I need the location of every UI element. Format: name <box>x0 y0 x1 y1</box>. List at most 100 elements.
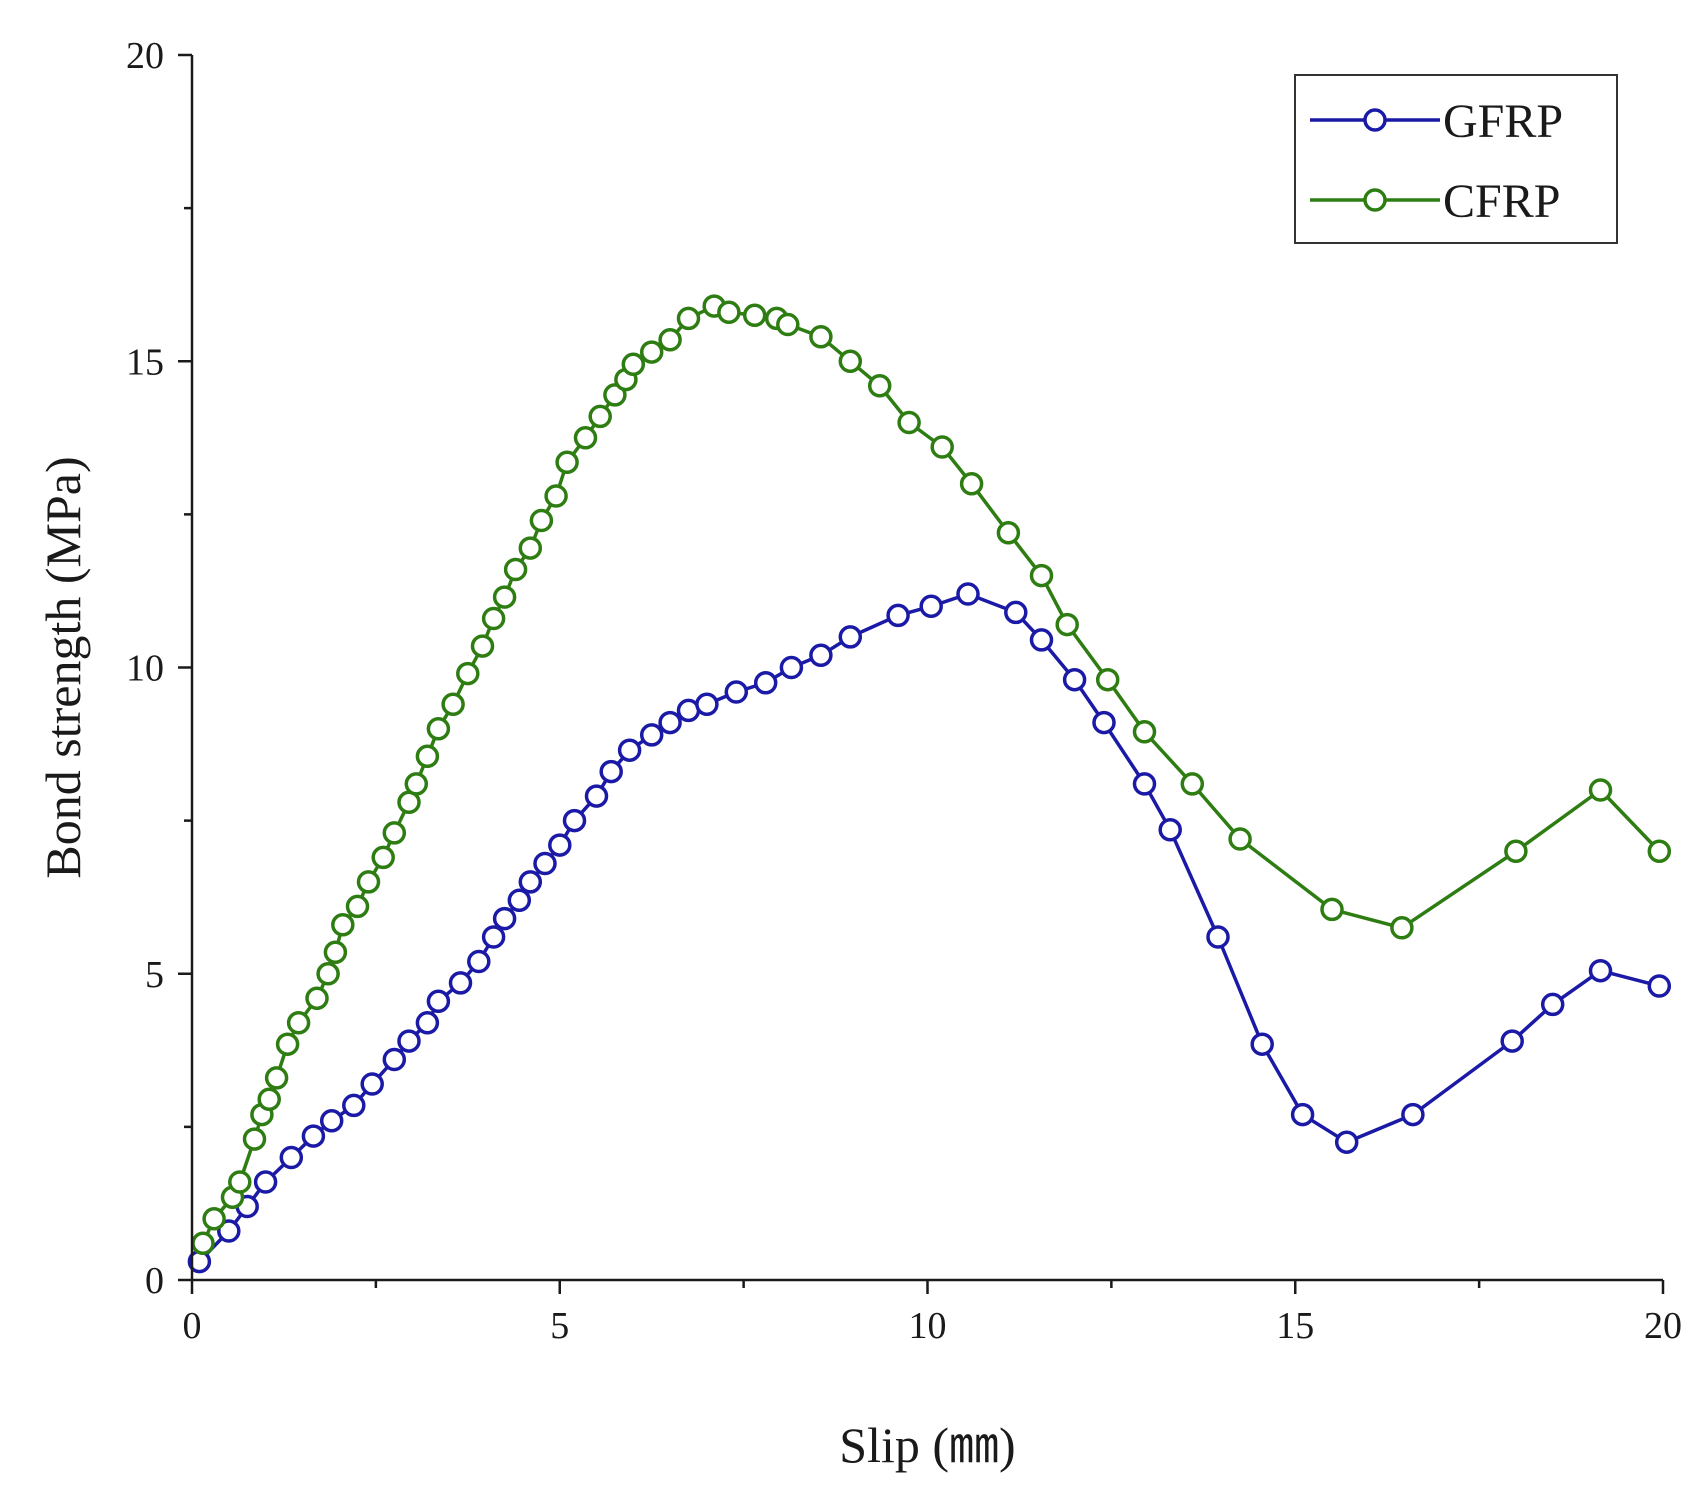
data-point-gfrp <box>253 1170 278 1194</box>
series-cfrp <box>191 294 1672 1256</box>
data-point-cfrp <box>1504 839 1528 864</box>
data-point-cfrp <box>264 1066 289 1090</box>
data-point-gfrp <box>658 710 682 735</box>
data-point-gfrp <box>956 582 980 606</box>
data-point-cfrp <box>1390 916 1414 940</box>
legend-label: CFRP <box>1443 175 1560 228</box>
data-point-cfrp <box>518 536 543 560</box>
legend-marker <box>1363 108 1387 132</box>
data-point-gfrp <box>481 925 506 949</box>
data-point-cfrp <box>603 383 627 407</box>
data-point-gfrp <box>1206 925 1230 949</box>
x-axis-title: Slip (㎜) <box>839 1417 1015 1473</box>
data-point-cfrp <box>1180 772 1205 796</box>
data-point-gfrp <box>507 888 532 913</box>
data-point-gfrp <box>426 989 451 1014</box>
data-point-gfrp <box>319 1109 344 1133</box>
data-point-cfrp <box>1320 897 1344 922</box>
data-point-gfrp <box>382 1047 407 1072</box>
x-tick-label: 10 <box>909 1305 947 1347</box>
data-point-cfrp <box>1132 720 1157 744</box>
data-point-gfrp <box>1401 1102 1425 1127</box>
data-point-gfrp <box>1588 958 1613 983</box>
data-point-cfrp <box>529 508 554 533</box>
data-point-cfrp <box>191 1231 215 1256</box>
data-point-gfrp <box>779 655 804 680</box>
data-point-cfrp <box>1055 612 1079 637</box>
x-tick-label: 15 <box>1276 1305 1314 1347</box>
data-point-gfrp <box>448 971 473 995</box>
data-point-cfrp <box>555 450 579 475</box>
data-point-cfrp <box>544 484 568 508</box>
y-axis-title: Bond strength (MPa) <box>35 456 91 878</box>
data-point-cfrp <box>242 1127 267 1151</box>
data-point-gfrp <box>342 1093 366 1118</box>
data-point-gfrp <box>492 906 517 931</box>
data-point-cfrp <box>275 1032 300 1056</box>
legend-marker <box>1363 188 1387 212</box>
data-point-cfrp <box>331 913 355 937</box>
data-point-gfrp <box>1004 600 1028 625</box>
data-point-cfrp <box>1029 563 1054 588</box>
data-point-cfrp <box>492 585 517 609</box>
data-point-gfrp <box>217 1219 241 1243</box>
data-point-gfrp <box>584 784 609 808</box>
data-point-cfrp <box>257 1087 281 1112</box>
data-point-gfrp <box>617 738 642 762</box>
data-point-cfrp <box>323 940 348 965</box>
x-tick-label: 5 <box>550 1305 569 1347</box>
y-tick-label: 15 <box>126 341 164 383</box>
legend-item-cfrp: CFRP <box>1310 175 1560 228</box>
data-point-gfrp <box>809 643 833 668</box>
data-point-cfrp <box>426 717 451 741</box>
legend-item-gfrp: GFRP <box>1310 95 1563 148</box>
data-point-gfrp <box>533 851 557 876</box>
data-point-gfrp <box>1062 667 1087 692</box>
data-point-gfrp <box>753 671 778 695</box>
data-point-cfrp <box>867 374 892 398</box>
data-point-cfrp <box>930 435 954 459</box>
data-point-gfrp <box>1334 1130 1359 1154</box>
data-point-cfrp <box>676 306 701 331</box>
data-point-gfrp <box>886 603 910 628</box>
data-point-gfrp <box>1500 1029 1524 1053</box>
data-point-cfrp <box>481 606 506 631</box>
x-tick-label: 20 <box>1644 1305 1682 1347</box>
data-point-cfrp <box>573 426 598 450</box>
data-point-gfrp <box>1290 1102 1315 1127</box>
data-point-cfrp <box>415 744 440 769</box>
data-point-cfrp <box>658 328 682 352</box>
data-point-cfrp <box>621 352 646 377</box>
data-point-cfrp <box>776 312 800 337</box>
data-point-gfrp <box>599 759 623 784</box>
data-point-cfrp <box>345 894 370 919</box>
data-point-cfrp <box>316 962 340 986</box>
data-point-gfrp <box>301 1124 326 1148</box>
data-point-gfrp <box>518 870 543 894</box>
data-point-cfrp <box>371 845 395 870</box>
data-point-cfrp <box>838 349 863 374</box>
data-point-cfrp <box>503 557 528 582</box>
data-point-gfrp <box>467 949 491 974</box>
data-point-cfrp <box>639 340 664 364</box>
data-point-cfrp <box>456 661 480 686</box>
data-point-cfrp <box>404 772 429 796</box>
data-point-cfrp <box>202 1207 226 1231</box>
data-point-cfrp <box>996 521 1021 545</box>
data-point-cfrp <box>742 303 767 328</box>
y-tick-label: 10 <box>126 648 164 690</box>
data-point-cfrp <box>228 1170 252 1194</box>
series-line-gfrp <box>198 592 1660 1263</box>
series-gfrp <box>187 582 1672 1274</box>
data-point-gfrp <box>1132 772 1157 796</box>
data-point-gfrp <box>562 808 587 833</box>
y-tick-label: 5 <box>145 954 164 996</box>
y-tick-label: 20 <box>126 35 164 77</box>
data-point-gfrp <box>397 1029 421 1053</box>
data-point-cfrp <box>959 472 984 496</box>
data-point-gfrp <box>415 1011 440 1035</box>
data-point-gfrp <box>695 692 719 717</box>
x-tick-label: 0 <box>183 1305 202 1347</box>
data-point-gfrp <box>279 1145 304 1170</box>
